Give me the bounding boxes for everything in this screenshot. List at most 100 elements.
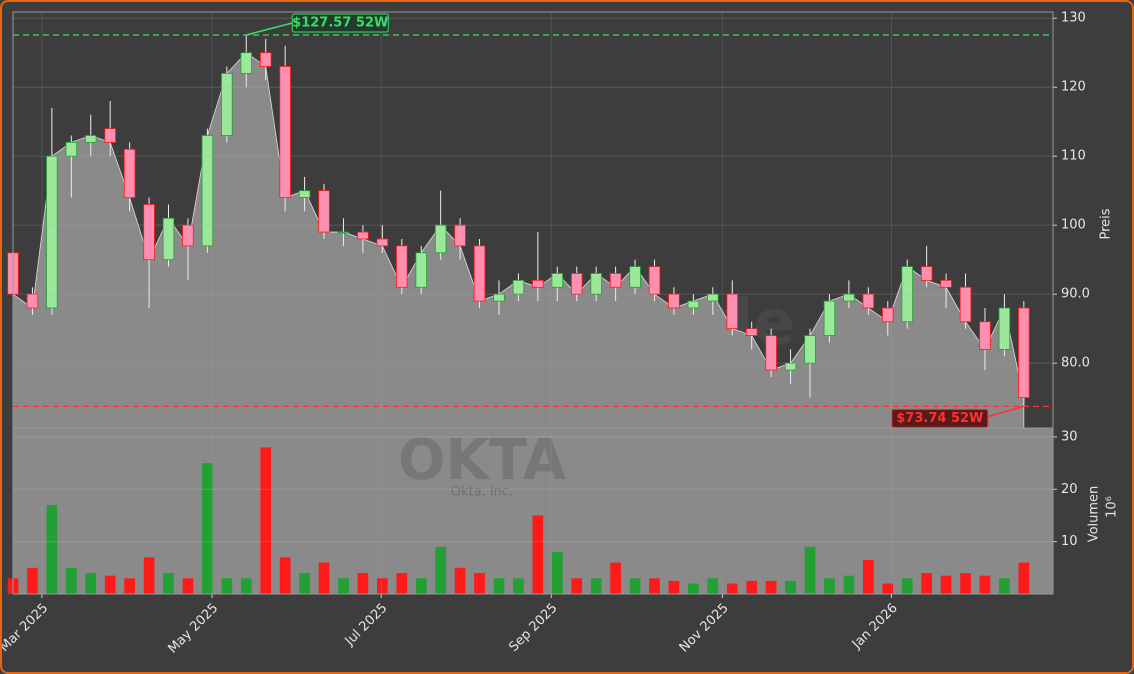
volume-bar [27,567,38,594]
volume-bar [532,515,544,594]
volume-bar [804,546,816,594]
volume-bar [513,578,524,594]
volume-bar [377,578,388,594]
volume-bar [493,578,505,594]
volume-bar [318,562,330,594]
candle-body [882,307,894,323]
volume-bar [629,578,641,594]
annotation-label: $73.74 52W [896,411,983,426]
volume-bar [221,578,233,594]
volume-bar [649,578,660,594]
volume-bar [882,583,894,594]
volume-bar [590,578,602,594]
volume-bar [143,557,155,594]
candle-body [376,238,389,247]
candle-body [318,190,330,233]
y-tick-label: 110 [1061,149,1086,164]
volume-bar [65,567,77,594]
candle-body [162,217,175,261]
volume-bar [940,575,952,594]
x-tick-label: Nov 2025 [677,601,732,656]
volume-bar [862,559,874,594]
volume-bar [85,573,97,594]
candle-body [551,273,564,288]
volume-bar [338,578,349,594]
volume-bar [688,583,699,594]
candle-body [765,335,777,371]
candle-body [726,293,738,330]
volume-bar [571,578,583,594]
candle-body [745,328,758,336]
y-tick-label: 90.0 [1061,287,1090,302]
volume-bar [843,575,855,594]
x-tick-label: Sep 2025 [506,601,560,655]
volume-bar [921,573,932,594]
volume-bar [765,580,777,594]
x-tick-label: Jul 2025 [342,601,391,650]
candle-body [668,293,680,309]
candle-body [357,231,369,240]
y-tick-label: 120 [1061,80,1086,95]
candle-body [920,266,933,281]
candle-body [959,286,972,323]
volume-bar [960,573,971,594]
candle-body [143,204,155,261]
volume-bar [551,552,563,594]
volume-bar [46,504,58,594]
candle-body [182,224,194,247]
volume-bar [707,578,719,594]
watermark-company: Okta, Inc. [451,485,513,500]
candle-body [648,266,661,295]
candle-body [396,245,408,288]
candle-body [259,52,272,67]
annotation-arrow [246,22,293,36]
volume-bar [357,573,369,594]
candle-body [804,335,816,364]
volume-bar [474,573,485,594]
volume-bar [182,578,194,594]
candle-body [823,300,836,336]
volume-bar [124,578,135,594]
candle-body [979,321,991,350]
x-tick-label: Mar 2025 [2,601,51,655]
candle-body [240,52,253,74]
volume-bar [240,578,252,594]
candle-body [940,279,952,288]
volume-bar [785,580,796,594]
annotation-box [291,13,389,33]
y-tick-label: 10 [1061,534,1078,549]
volume-bar [610,562,621,594]
candle-body [123,148,136,198]
candle-body [473,245,486,302]
candle-body [707,293,719,302]
candle-body [415,252,427,288]
y-tick-label: 100 [1061,218,1086,233]
candle-body [512,279,525,295]
volume-unit: 10⁶ [1105,496,1120,518]
candle-body [784,362,797,371]
volume-axis-label: Volumen [1087,486,1102,543]
candle-body [570,273,583,295]
candle-body [901,266,913,323]
candle-body [298,190,311,198]
candle-body [590,273,602,295]
candle-body [843,293,855,302]
candle-body [337,231,350,234]
candle-body [65,141,78,157]
candle-body [1018,307,1030,399]
volume-bar [163,573,174,594]
annotation-box [891,408,989,428]
y-tick-label: 30 [1061,429,1078,444]
volume-bar [668,580,680,594]
volume-bar [1018,562,1030,594]
x-tick-label: May 2025 [165,601,221,657]
volume-bar [260,447,272,594]
candle-body [46,155,58,309]
candle-body [85,135,97,143]
volume-bar [396,573,408,594]
volume-bar [999,578,1010,594]
candle-body [279,66,291,198]
volume-bar [979,575,991,594]
volume-bar [104,575,116,594]
